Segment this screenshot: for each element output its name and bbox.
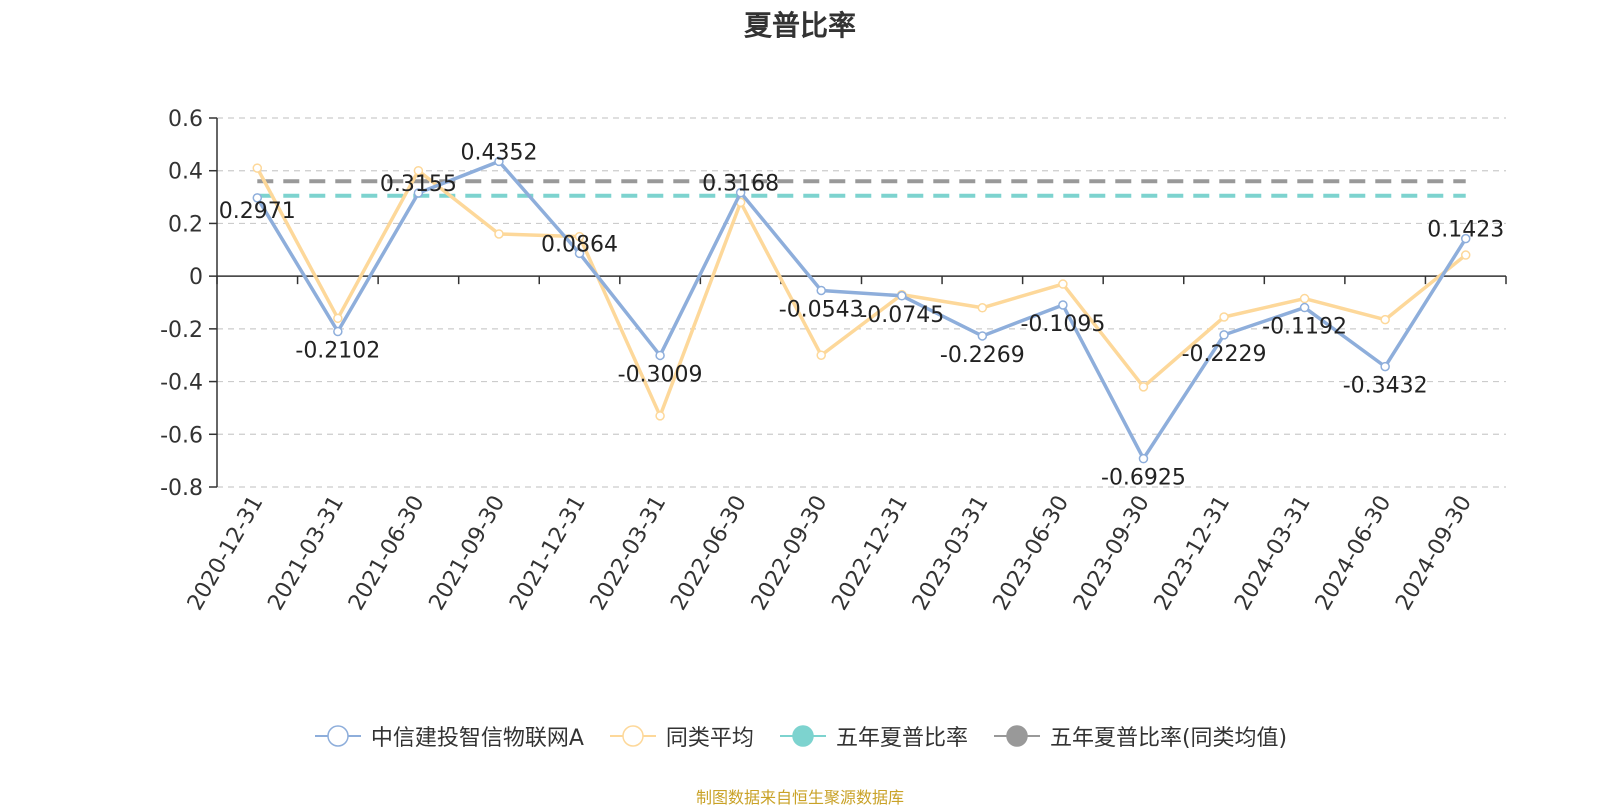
x-tick-label: 2022-03-31 bbox=[586, 492, 672, 615]
x-tick-label: 2024-03-31 bbox=[1230, 492, 1316, 615]
x-tick-label: 2024-06-30 bbox=[1311, 492, 1397, 615]
data-label: 0.3155 bbox=[380, 172, 457, 197]
series-1-point bbox=[1058, 279, 1068, 289]
data-label: -0.3009 bbox=[618, 362, 703, 387]
series-1-point bbox=[1138, 382, 1149, 392]
x-tick-label: 2023-03-31 bbox=[908, 492, 994, 615]
y-tick-label: 0 bbox=[189, 265, 203, 290]
series-1-point bbox=[655, 411, 665, 421]
y-tick-label: 0.2 bbox=[168, 212, 203, 237]
series-0-point bbox=[1299, 302, 1310, 313]
series-line-0 bbox=[255, 159, 1468, 461]
data-label: -0.1095 bbox=[1020, 312, 1105, 337]
series-1-point bbox=[252, 163, 263, 173]
data-label: -0.0745 bbox=[859, 303, 944, 328]
data-label: -0.0543 bbox=[779, 297, 864, 322]
series-0-point bbox=[977, 331, 988, 341]
legend-item-1[interactable]: 同类平均 bbox=[608, 720, 754, 752]
series-1-point bbox=[1460, 250, 1471, 260]
series-0-point bbox=[1058, 300, 1068, 310]
series-1-point bbox=[494, 229, 504, 239]
series-0-point bbox=[252, 193, 263, 203]
series-1-point bbox=[816, 350, 826, 360]
data-label: 0.2971 bbox=[219, 199, 296, 224]
legend-label: 中信建投智信物联网A bbox=[370, 726, 584, 751]
series-0-point bbox=[1138, 453, 1149, 464]
legend-item-2[interactable]: 五年夏普比率 bbox=[778, 720, 968, 752]
data-label: -0.2269 bbox=[940, 343, 1025, 368]
series-0-point bbox=[816, 285, 826, 296]
data-label: 0.1423 bbox=[1427, 218, 1504, 243]
series-0-point bbox=[1219, 330, 1229, 340]
series-1-point bbox=[1299, 293, 1310, 304]
grid-lines bbox=[217, 117, 1506, 488]
x-tick-label: 2021-03-31 bbox=[263, 492, 349, 615]
y-tick-label: -0.4 bbox=[160, 371, 203, 396]
legend-marker-icon bbox=[314, 725, 361, 747]
legend-label: 五年夏普比率 bbox=[835, 726, 968, 751]
y-tick-label: 0.4 bbox=[168, 160, 203, 185]
data-label: 0.4352 bbox=[460, 140, 537, 165]
x-tick-label: 2021-09-30 bbox=[425, 492, 511, 615]
x-tick-label: 2023-06-30 bbox=[989, 492, 1075, 615]
series-0-point bbox=[655, 350, 665, 361]
legend-item-3[interactable]: 五年夏普比率(同类均值) bbox=[992, 720, 1287, 752]
x-tick-label: 2024-09-30 bbox=[1391, 492, 1477, 615]
data-label: 0.0864 bbox=[541, 232, 618, 257]
x-tick-label: 2021-06-30 bbox=[344, 492, 430, 615]
series-1-point bbox=[574, 231, 585, 242]
data-label: -0.2102 bbox=[295, 339, 380, 364]
series-0-point bbox=[574, 248, 585, 259]
series-0-point bbox=[1460, 233, 1471, 244]
legend-label: 同类平均 bbox=[665, 726, 754, 751]
data-label: -0.1192 bbox=[1262, 315, 1347, 340]
chart-title: 夏普比率 bbox=[743, 9, 856, 42]
legend-marker-icon bbox=[779, 725, 826, 747]
x-tick-label: 2020-12-31 bbox=[183, 492, 269, 615]
y-tick-label: -0.6 bbox=[160, 423, 203, 448]
x-tick-label: 2021-12-31 bbox=[505, 492, 591, 615]
x-tick-label: 2022-09-30 bbox=[747, 492, 833, 615]
series-1-point bbox=[977, 303, 988, 313]
legend-marker-icon bbox=[993, 725, 1040, 747]
x-tick-label: 2023-09-30 bbox=[1069, 492, 1155, 615]
x-tick-label: 2022-06-30 bbox=[666, 492, 752, 615]
legend-item-0[interactable]: 中信建投智信物联网A bbox=[313, 720, 584, 752]
y-tick-label: -0.8 bbox=[160, 476, 203, 501]
x-tick-label: 2022-12-31 bbox=[827, 492, 913, 615]
data-label: -0.6925 bbox=[1101, 466, 1186, 491]
x-tick-label: 2023-12-31 bbox=[1150, 492, 1236, 615]
series-0-point bbox=[1380, 361, 1390, 372]
series-lines bbox=[252, 156, 1471, 464]
y-tick-label: 0.6 bbox=[168, 107, 203, 132]
data-label: 0.3168 bbox=[702, 172, 779, 197]
series-line-1 bbox=[255, 167, 1467, 418]
legend-marker-icon bbox=[609, 725, 656, 747]
series-0-point bbox=[735, 187, 746, 198]
legend: 中信建投智信物联网A 同类平均 五年夏普比率 五年夏普比率(同类均值) bbox=[0, 720, 1600, 752]
data-label: -0.3432 bbox=[1343, 374, 1428, 399]
legend-label: 五年夏普比率(同类均值) bbox=[1049, 726, 1288, 751]
series-0-point bbox=[897, 291, 907, 301]
series-1-point bbox=[1219, 312, 1229, 322]
series-1-point bbox=[413, 165, 424, 176]
data-label: -0.2229 bbox=[1182, 342, 1267, 367]
y-tick-label: -0.2 bbox=[160, 318, 203, 343]
series-1-point bbox=[1380, 314, 1390, 325]
series-0-point bbox=[494, 156, 504, 167]
source-note: 制图数据来自恒生聚源数据库 bbox=[695, 788, 904, 807]
series-0-point bbox=[333, 326, 343, 337]
series-0-point bbox=[413, 188, 424, 198]
series-1-point bbox=[333, 313, 343, 324]
